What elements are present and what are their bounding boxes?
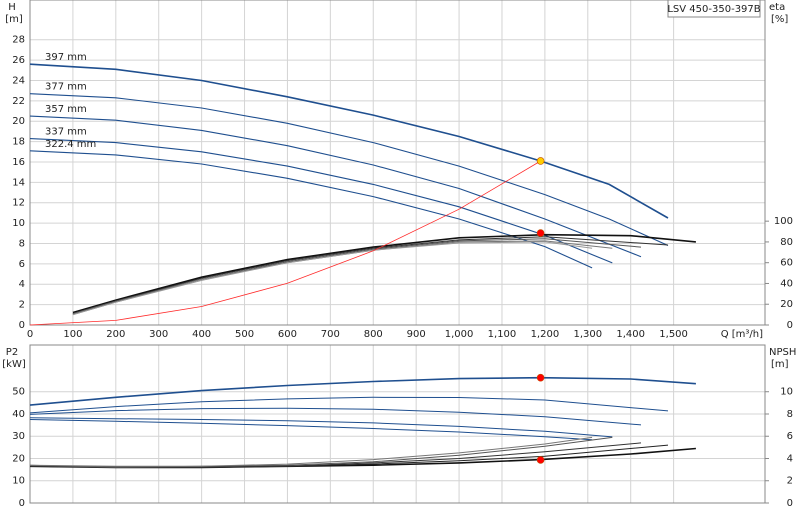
chart-title: LSV 450-350-397B	[667, 4, 760, 15]
curve	[29, 436, 593, 467]
curve-label: 377 mm	[45, 82, 87, 93]
y-tick-label: 20	[12, 116, 25, 127]
y-tick-label: 4	[19, 279, 25, 290]
y-tick-label: 0	[19, 498, 25, 509]
x-tick-label: 1,000	[445, 329, 474, 340]
y-tick-label: 40	[12, 409, 25, 420]
y2-tick-label: 0	[787, 498, 793, 509]
y2-tick-label: 4	[787, 453, 793, 464]
x-tick-label: 900	[407, 329, 426, 340]
y2-tick-label: 8	[787, 409, 793, 420]
y-tick-label: 18	[12, 137, 25, 148]
curve	[29, 436, 613, 468]
y-tick-label: 26	[12, 55, 25, 66]
plots: 0 100 200 300 400 500 600 700 800 900 1,000 1,100 1,…	[2, 0, 796, 509]
y-axis-label: H	[8, 2, 16, 13]
y2-axis-unit: [m]	[771, 359, 789, 370]
x-tick-label: 300	[149, 329, 168, 340]
y2-axis-label: eta	[769, 2, 785, 13]
y2-tick-label: 6	[787, 431, 793, 442]
y-tick-label: 30	[12, 431, 25, 442]
y2-tick-label: 40	[780, 278, 793, 289]
y-tick-label: 8	[19, 238, 25, 249]
duty-point	[536, 373, 545, 382]
duty-point	[536, 229, 545, 237]
y2-tick-label: 2	[787, 476, 793, 487]
y-axis-unit: [m]	[5, 14, 23, 25]
y-tick-label: 20	[12, 453, 25, 464]
y2-axis-label: NPSH	[769, 347, 796, 358]
x-tick-label: 1,100	[488, 329, 517, 340]
y-tick-label: 50	[12, 387, 25, 398]
x-tick-label: 1,300	[573, 329, 602, 340]
x-tick-label: 1,400	[616, 329, 645, 340]
curve	[29, 417, 613, 438]
x-tick-label: 200	[106, 329, 125, 340]
curve	[72, 241, 593, 316]
y-tick-label: 14	[12, 177, 25, 188]
y2-tick-label: 60	[780, 258, 793, 269]
plot-frame	[29, 0, 766, 326]
curve	[29, 419, 593, 441]
curve	[29, 138, 613, 264]
plot-frame	[29, 344, 766, 504]
x-tick-label: 600	[278, 329, 297, 340]
curve	[29, 160, 541, 326]
curve	[29, 376, 696, 406]
x-tick-label: 400	[192, 329, 211, 340]
curve	[29, 93, 669, 247]
y-tick-label: 0	[19, 320, 25, 331]
y-tick-label: 6	[19, 259, 25, 270]
curve	[29, 115, 642, 258]
y2-tick-label: 20	[780, 299, 793, 310]
curve-label: 322.4 mm	[45, 139, 96, 150]
y-tick-label: 12	[12, 198, 25, 209]
x-tick-label: 800	[364, 329, 383, 340]
y-tick-label: 10	[12, 476, 25, 487]
curve-label: 357 mm	[45, 104, 87, 115]
x-axis-label: Q [m³/h]	[721, 329, 763, 340]
y-tick-label: 28	[12, 35, 25, 46]
curve-label: 337 mm	[45, 127, 87, 138]
x-tick-label: 1,200	[531, 329, 560, 340]
y-axis-label: P2	[6, 347, 18, 358]
y2-tick-label: 80	[780, 237, 793, 248]
curve	[29, 396, 669, 414]
x-tick-label: 500	[235, 329, 254, 340]
duty-point	[536, 157, 545, 165]
x-tick-label: 100	[63, 329, 82, 340]
y-tick-label: 22	[12, 96, 25, 107]
y-tick-label: 2	[19, 300, 25, 311]
y2-tick-label: 100	[774, 216, 793, 227]
curve-label: 397 mm	[45, 52, 87, 63]
y-tick-label: 16	[12, 157, 25, 168]
curve	[29, 63, 669, 219]
y-tick-label: 24	[12, 75, 25, 86]
curve	[72, 233, 696, 314]
curve	[72, 238, 642, 315]
x-tick-label: 1,500	[659, 329, 688, 340]
y-tick-label: 10	[12, 218, 25, 229]
duty-point	[536, 456, 545, 464]
y-axis-unit: [kW]	[2, 359, 26, 370]
y2-axis-unit: [%]	[771, 14, 788, 25]
title-box	[667, 0, 761, 18]
y2-tick-label: 0	[787, 320, 793, 331]
x-tick-label: 700	[321, 329, 340, 340]
curve	[29, 407, 642, 426]
y2-tick-label: 10	[780, 387, 793, 398]
x-tick-label: 0	[27, 329, 33, 340]
